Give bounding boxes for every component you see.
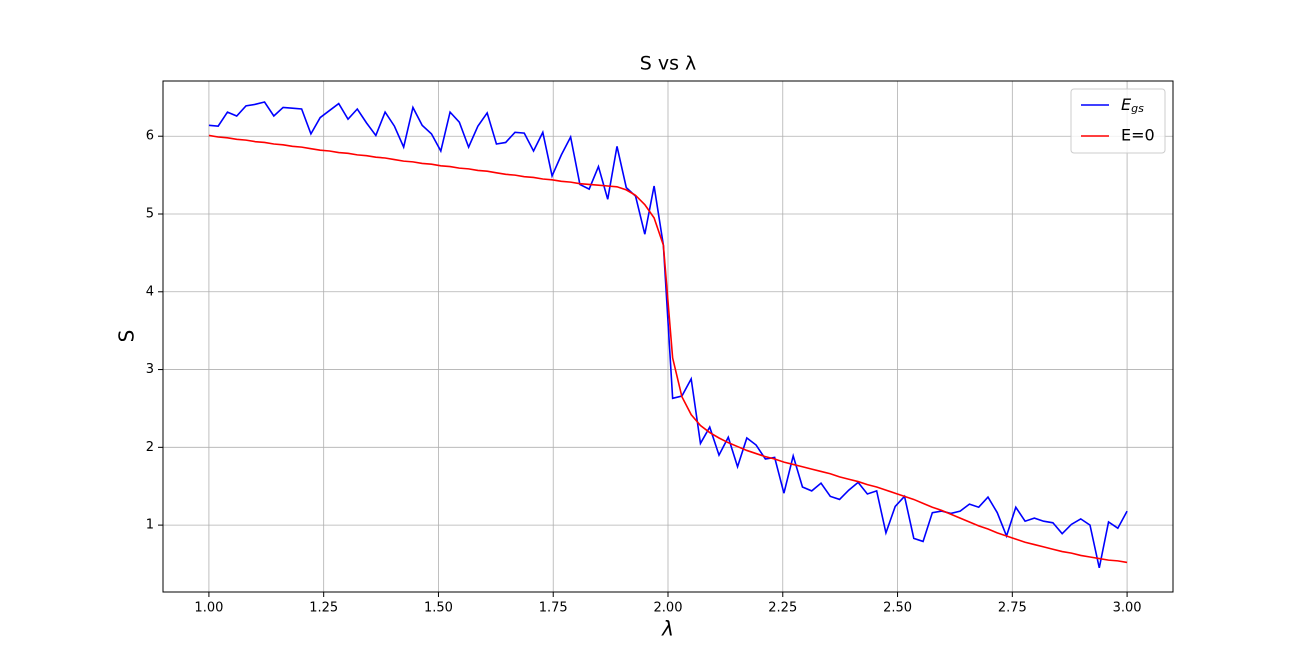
y-tick-label: 3 <box>146 362 154 377</box>
y-tick-label: 5 <box>146 207 154 222</box>
line-series <box>208 134 1128 564</box>
legend-label: Egs <box>1121 95 1144 116</box>
plot-frame <box>162 80 1174 593</box>
x-tick-label: 1.00 <box>194 601 223 616</box>
y-tick-label: 4 <box>146 284 154 299</box>
x-axis-label: λ <box>661 617 674 641</box>
x-tick-label: 3.00 <box>1113 601 1142 616</box>
x-tick-label: 1.50 <box>424 601 453 616</box>
y-axis-label: S <box>115 330 139 343</box>
y-tick-label: 2 <box>146 440 154 455</box>
x-tick-label: 2.00 <box>654 601 683 616</box>
x-tick-label: 2.50 <box>883 601 912 616</box>
x-tick-label: 1.75 <box>539 601 568 616</box>
x-tick-label: 1.25 <box>309 601 338 616</box>
chart-title: S vs λ <box>640 53 697 75</box>
legend-label: E=0 <box>1121 126 1155 145</box>
line-series <box>208 101 1128 569</box>
x-tick-label: 2.75 <box>998 601 1027 616</box>
x-tick-label: 2.25 <box>768 601 797 616</box>
y-tick-label: 6 <box>146 129 154 144</box>
y-tick-label: 1 <box>146 518 154 533</box>
